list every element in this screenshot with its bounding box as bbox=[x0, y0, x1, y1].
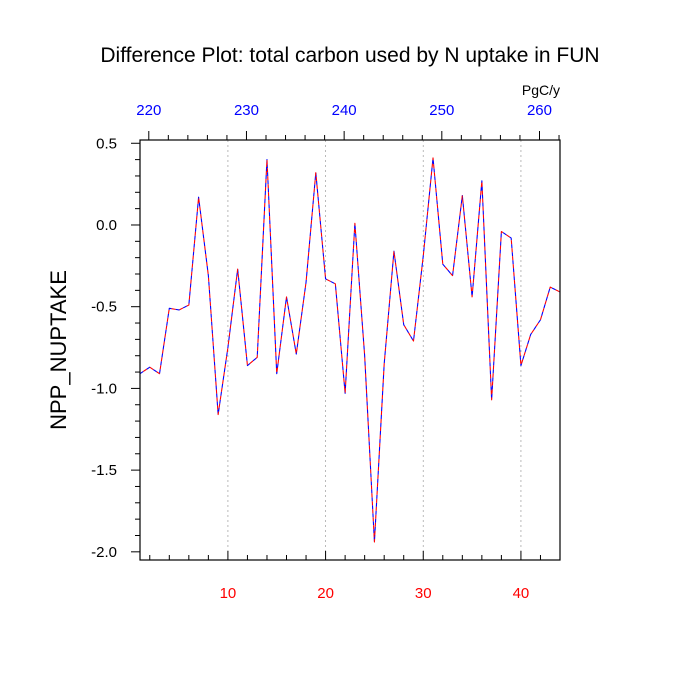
plot-frame bbox=[139, 139, 561, 561]
chart-title: Difference Plot: total carbon used by N … bbox=[100, 44, 599, 67]
y-tick-label: -0.5 bbox=[91, 299, 117, 316]
minor-tick-marks bbox=[135, 135, 561, 560]
top-tick-label: 250 bbox=[429, 102, 454, 119]
y-tick-label: 0.0 bbox=[96, 217, 117, 234]
top-tick-label: 230 bbox=[234, 102, 259, 119]
top-axis-units-label: PgC/y bbox=[522, 82, 560, 98]
y-tick-label: -2.0 bbox=[91, 544, 117, 561]
major-tick-marks bbox=[131, 131, 540, 560]
x-tick-label: 40 bbox=[513, 585, 530, 602]
series-line-red bbox=[139, 157, 561, 543]
series-line-blue bbox=[139, 157, 561, 543]
x-tick-label: 20 bbox=[317, 585, 334, 602]
top-tick-label: 260 bbox=[527, 102, 552, 119]
x-tick-label: 30 bbox=[415, 585, 432, 602]
y-tick-label: 0.5 bbox=[96, 135, 117, 152]
vertical-grid-lines bbox=[227, 140, 522, 560]
series-layer bbox=[139, 157, 561, 543]
top-tick-label: 220 bbox=[136, 102, 161, 119]
x-tick-label: 10 bbox=[220, 585, 237, 602]
y-tick-label: -1.5 bbox=[91, 462, 117, 479]
y-tick-label: -1.0 bbox=[91, 380, 117, 397]
tick-labels: 10 20 30 40 0.5 0.0 -0.5 -1.0 -1.5 -2.0 220 230 240 2… bbox=[91, 102, 552, 602]
top-tick-label: 240 bbox=[332, 102, 357, 119]
y-axis-label: NPP_NUPTAKE bbox=[46, 270, 71, 430]
